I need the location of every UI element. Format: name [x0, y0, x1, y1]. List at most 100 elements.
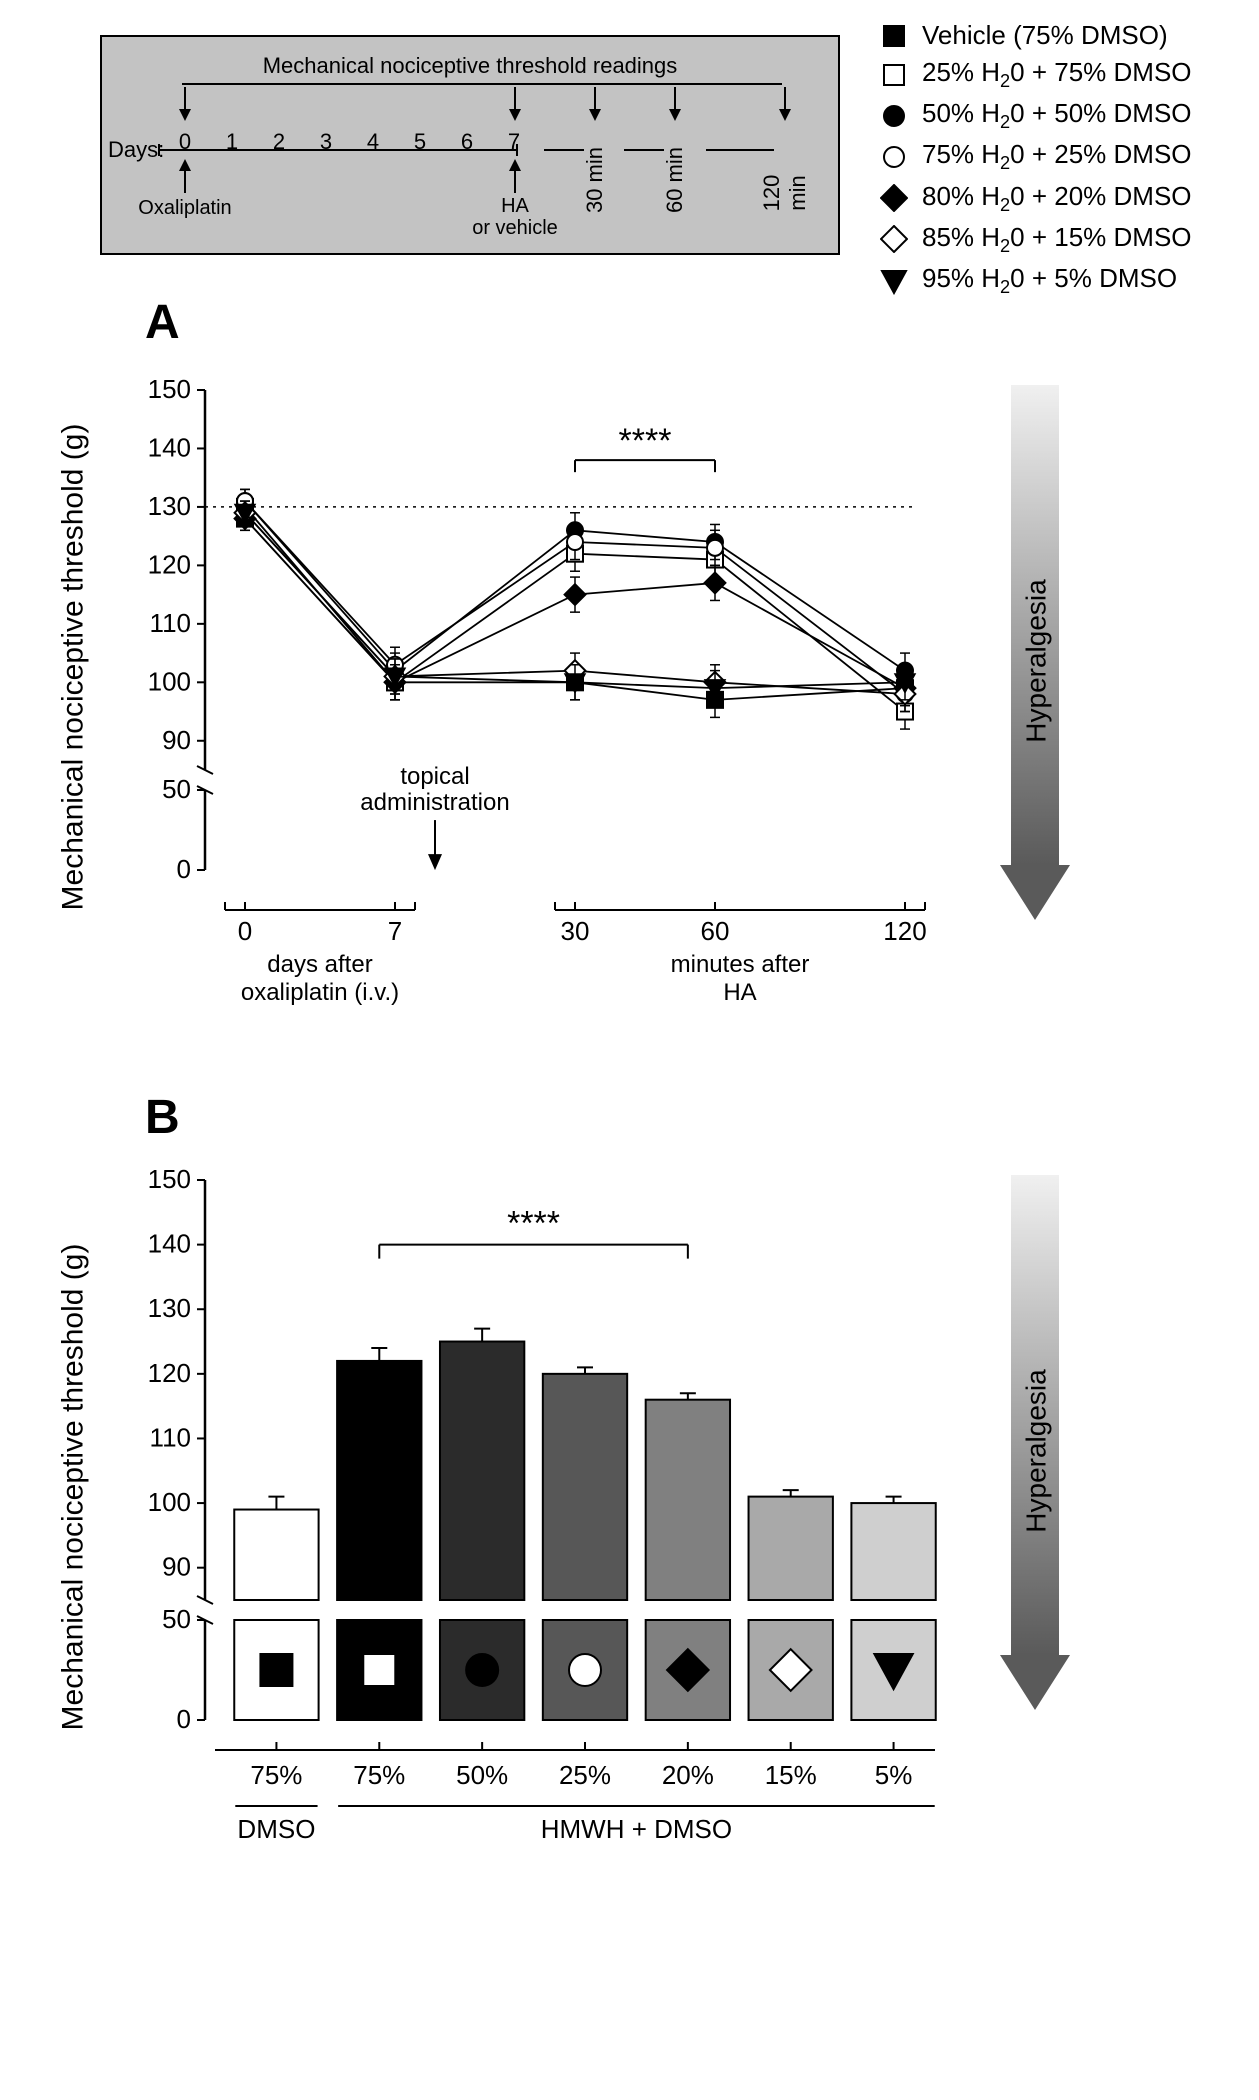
svg-text:5%: 5% [875, 1760, 913, 1790]
minute-tick: 60 min [662, 147, 688, 213]
svg-text:0: 0 [177, 854, 191, 884]
svg-text:****: **** [619, 422, 672, 460]
panel-a-letter: A [145, 295, 180, 350]
panel-b-ylabel: Mechanical nociceptive threshold (g) [56, 1244, 90, 1731]
legend-label: Vehicle (75% DMSO) [922, 20, 1168, 51]
legend-label: 75% H20 + 25% DMSO [922, 139, 1192, 174]
legend: Vehicle (75% DMSO) 25% H20 + 75% DMSO 50% … [880, 20, 1192, 304]
svg-text:140: 140 [148, 1229, 191, 1259]
day-tick: 3 [320, 129, 332, 155]
schematic-top-line [182, 83, 782, 85]
svg-text:120: 120 [883, 916, 926, 946]
svg-text:110: 110 [150, 608, 191, 638]
hyperalgesia-label: Hyperalgesia [1021, 579, 1053, 742]
svg-text:110: 110 [150, 1422, 191, 1452]
oxaliplatin-label: Oxaliplatin [138, 197, 231, 219]
arrow-up-icon [509, 159, 521, 171]
square-icon [880, 22, 908, 50]
svg-text:DMSO: DMSO [237, 1814, 315, 1844]
svg-text:150: 150 [148, 374, 191, 404]
svg-text:topical: topical [400, 763, 469, 790]
svg-text:0: 0 [177, 1704, 191, 1734]
panel-a-ylabel: Mechanical nociceptive threshold (g) [56, 424, 90, 911]
arrow-down-icon [589, 109, 601, 121]
svg-text:oxaliplatin (i.v.): oxaliplatin (i.v.) [241, 979, 399, 1006]
svg-text:50%: 50% [456, 1760, 508, 1790]
schematic-title: Mechanical nociceptive threshold reading… [102, 53, 838, 79]
svg-text:7: 7 [388, 916, 402, 946]
timeline-segment [624, 149, 664, 151]
hyperalgesia-label: Hyperalgesia [1021, 1369, 1053, 1532]
day-tick: 5 [414, 129, 426, 155]
svg-text:50: 50 [162, 1604, 191, 1634]
timeline [158, 149, 518, 151]
svg-text:0: 0 [238, 916, 252, 946]
diamond-icon [880, 225, 908, 253]
svg-text:90: 90 [162, 1552, 191, 1582]
diamond-icon [880, 184, 908, 212]
arrow-down-icon [179, 109, 191, 121]
legend-label: 85% H20 + 15% DMSO [922, 222, 1192, 257]
circle-icon [880, 143, 908, 171]
svg-text:150: 150 [148, 1164, 191, 1194]
svg-text:HMWH + DMSO: HMWH + DMSO [541, 1814, 732, 1844]
days-label: Days: [108, 137, 164, 163]
ha-label: HA or vehicle [472, 195, 558, 239]
day-tick: 7 [508, 129, 520, 155]
day-tick: 4 [367, 129, 379, 155]
legend-label: 25% H20 + 75% DMSO [922, 57, 1192, 92]
day-tick: 2 [273, 129, 285, 155]
svg-text:100: 100 [148, 666, 191, 696]
svg-text:130: 130 [148, 1293, 191, 1323]
hyperalgesia-arrow: Hyperalgesia [1000, 1175, 1070, 1710]
svg-text:90: 90 [162, 725, 191, 755]
triangle-down-icon [880, 267, 908, 295]
svg-text:100: 100 [148, 1487, 191, 1517]
arrow-up-icon [179, 159, 191, 171]
svg-text:75%: 75% [353, 1760, 405, 1790]
day-tick: 6 [461, 129, 473, 155]
timeline-segment [544, 149, 584, 151]
legend-item: Vehicle (75% DMSO) [880, 20, 1192, 51]
experiment-schematic: Mechanical nociceptive threshold reading… [100, 35, 840, 255]
timeline-segment [706, 149, 774, 151]
svg-text:60: 60 [701, 916, 730, 946]
day-tick: 0 [179, 129, 191, 155]
minute-tick: 120 min [759, 167, 811, 220]
square-icon [880, 61, 908, 89]
day-tick: 1 [226, 129, 238, 155]
legend-item: 25% H20 + 75% DMSO [880, 57, 1192, 92]
svg-text:15%: 15% [765, 1760, 817, 1790]
legend-label: 80% H20 + 20% DMSO [922, 181, 1192, 216]
svg-text:****: **** [507, 1205, 560, 1243]
arrow-down-icon [779, 109, 791, 121]
svg-text:25%: 25% [559, 1760, 611, 1790]
legend-item: 85% H20 + 15% DMSO [880, 222, 1192, 257]
svg-text:120: 120 [148, 549, 191, 579]
panel-b-letter: B [145, 1090, 180, 1145]
svg-text:administration: administration [360, 789, 509, 816]
panel-b-bar-chart: 90 100 110 120 130 140 150 0 50 **** 75% 75% 50% 25% 2… [135, 1160, 955, 2040]
svg-text:minutes after: minutes after [671, 951, 810, 978]
legend-item: 75% H20 + 25% DMSO [880, 139, 1192, 174]
figure-root: Mechanical nociceptive threshold reading… [0, 0, 1259, 2100]
panel-a-line-chart: 90 100 110 120 130 140 150 0 50 **** topicaladmini… [135, 370, 955, 1010]
svg-text:75%: 75% [250, 1760, 302, 1790]
circle-icon [880, 102, 908, 130]
svg-text:50: 50 [162, 774, 191, 804]
legend-label: 95% H20 + 5% DMSO [922, 263, 1177, 298]
svg-text:140: 140 [148, 432, 191, 462]
legend-item: 95% H20 + 5% DMSO [880, 263, 1192, 298]
arrow-down-icon [509, 109, 521, 121]
svg-text:120: 120 [148, 1358, 191, 1388]
hyperalgesia-arrow: Hyperalgesia [1000, 385, 1070, 920]
minute-tick: 30 min [582, 147, 608, 213]
svg-text:days after: days after [267, 951, 372, 978]
svg-text:130: 130 [148, 491, 191, 521]
legend-item: 80% H20 + 20% DMSO [880, 181, 1192, 216]
svg-text:20%: 20% [662, 1760, 714, 1790]
legend-label: 50% H20 + 50% DMSO [922, 98, 1192, 133]
arrow-down-icon [669, 109, 681, 121]
svg-text:HA: HA [723, 979, 756, 1006]
svg-text:30: 30 [561, 916, 590, 946]
